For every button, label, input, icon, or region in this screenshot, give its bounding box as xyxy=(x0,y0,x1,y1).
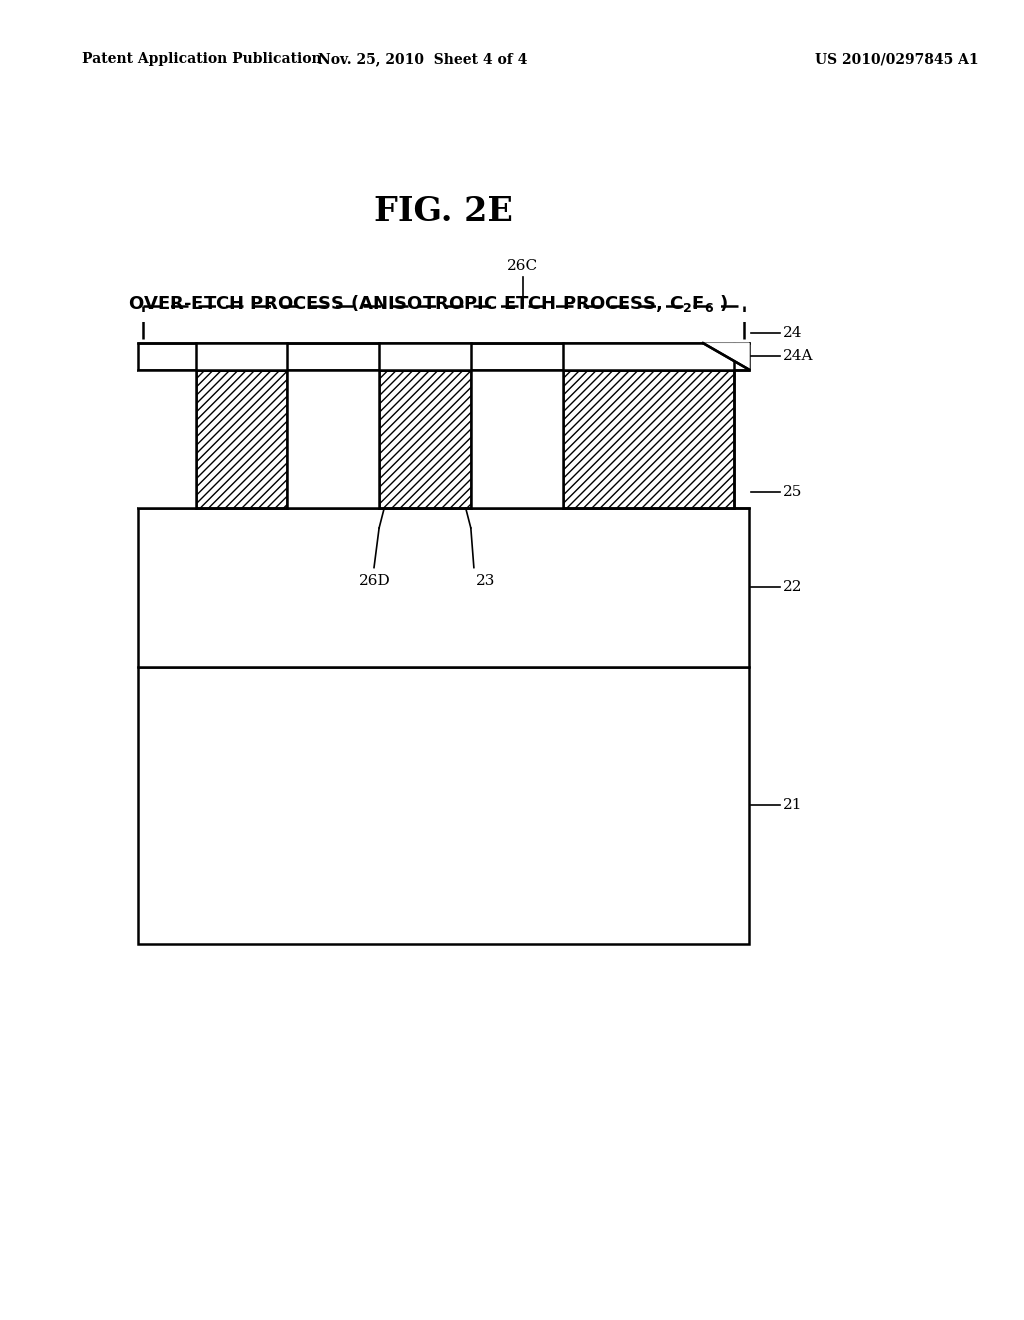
Bar xyxy=(137,343,749,370)
Text: 24A: 24A xyxy=(782,350,813,363)
Text: 23: 23 xyxy=(476,574,496,589)
Bar xyxy=(562,370,734,508)
Bar xyxy=(137,508,749,667)
Text: Nov. 25, 2010  Sheet 4 of 4: Nov. 25, 2010 Sheet 4 of 4 xyxy=(318,53,527,66)
Bar xyxy=(471,370,562,508)
Text: FIG. 2E: FIG. 2E xyxy=(374,195,513,227)
Bar xyxy=(379,343,471,370)
Text: 22: 22 xyxy=(782,581,802,594)
Bar xyxy=(196,343,288,370)
Bar xyxy=(379,370,471,508)
Text: 25: 25 xyxy=(782,484,802,499)
Text: Patent Application Publication: Patent Application Publication xyxy=(82,53,322,66)
Bar xyxy=(562,343,734,370)
Bar xyxy=(196,370,288,508)
Bar xyxy=(288,370,379,508)
Text: 21: 21 xyxy=(782,799,802,812)
Text: 24: 24 xyxy=(782,326,802,339)
Bar xyxy=(137,370,196,508)
Text: US 2010/0297845 A1: US 2010/0297845 A1 xyxy=(815,53,979,66)
Bar xyxy=(137,667,749,944)
Text: OVER-ETCH PROCESS (ANISOTROPIC ETCH PROCESS, $\mathregular{C_2F_6}$ ): OVER-ETCH PROCESS (ANISOTROPIC ETCH PROC… xyxy=(128,293,728,314)
Text: 26C: 26C xyxy=(507,259,539,273)
Text: 26D: 26D xyxy=(358,574,390,589)
Polygon shape xyxy=(703,343,749,370)
